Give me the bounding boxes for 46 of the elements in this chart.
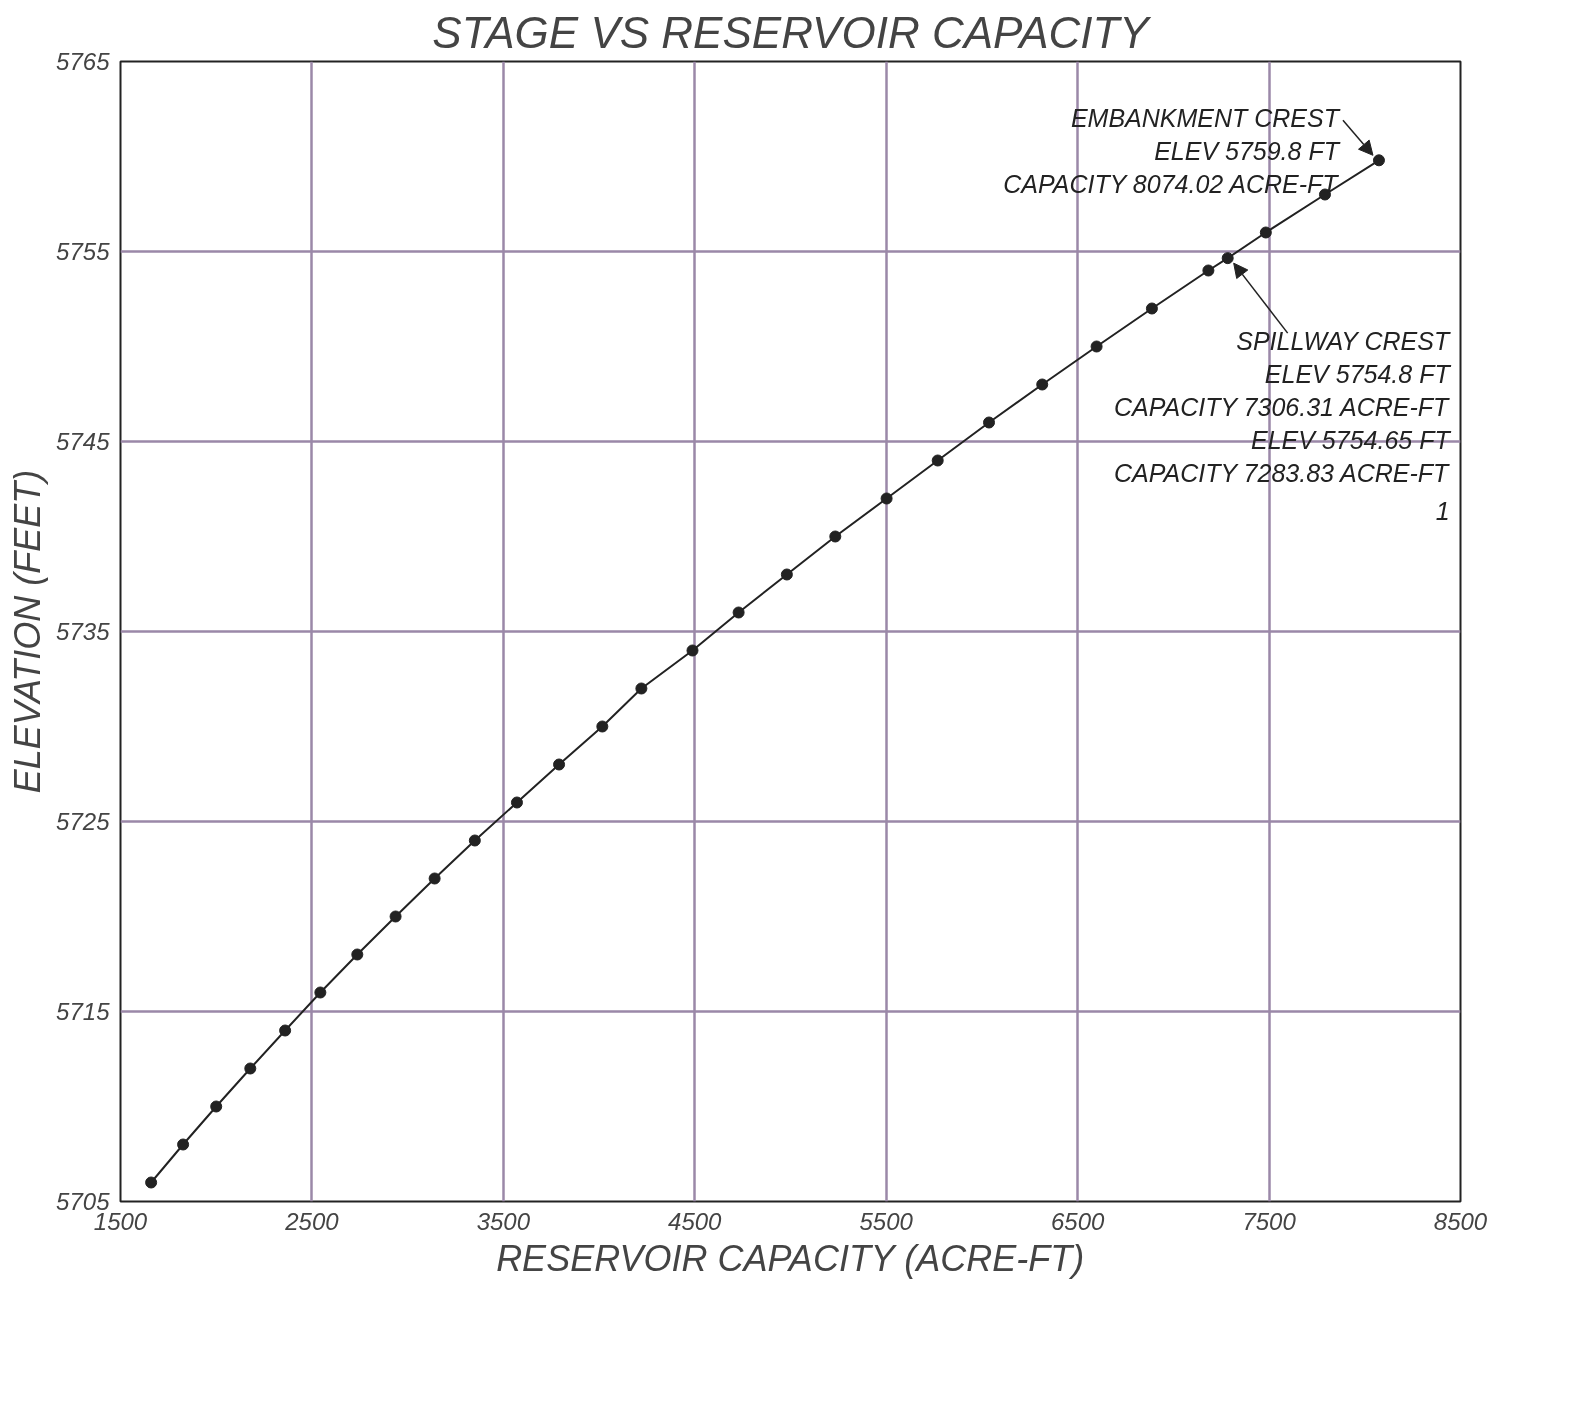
point: [1090, 340, 1103, 353]
point: [1221, 252, 1234, 265]
y-tick-label: 5725: [56, 808, 111, 835]
point: [1259, 226, 1272, 239]
x-tick-label: 8500: [1433, 1207, 1488, 1235]
x-tick-label: 5500: [859, 1207, 914, 1235]
point: [553, 758, 566, 771]
y-tick-label: 5715: [56, 998, 111, 1025]
x-tick-label: 7500: [1242, 1207, 1297, 1235]
point: [389, 910, 402, 923]
point: [1036, 378, 1049, 391]
x-axis-title: RESERVOIR CAPACITY (ACRE-FT): [496, 1237, 1085, 1279]
point: [1372, 154, 1385, 167]
point: [210, 1100, 223, 1113]
point: [983, 416, 996, 429]
point: [686, 644, 699, 657]
point: [880, 492, 893, 505]
point: [145, 1176, 158, 1189]
annotation: EMBANKMENT CREST ELEV 5759.8 FT CAPACITY 8074.02 ACRE-FT: [1003, 104, 1341, 199]
point: [468, 834, 481, 847]
y-tick-label: 5735: [56, 618, 111, 645]
point: [829, 530, 842, 543]
x-tick-label: 6500: [1050, 1207, 1105, 1235]
point: [244, 1062, 257, 1075]
point: [314, 986, 327, 999]
chart-title: STAGE VS RESERVOIR CAPACITY: [432, 7, 1152, 57]
point: [635, 682, 648, 695]
point: [780, 568, 793, 581]
point: [931, 454, 944, 467]
point: [510, 796, 523, 809]
point: [351, 948, 364, 961]
point: [732, 606, 745, 619]
y-tick-label: 5745: [56, 428, 111, 455]
point: [596, 720, 609, 733]
point: [177, 1138, 190, 1151]
y-tick-label: 5755: [56, 238, 111, 265]
y-axis-title: ELEVATION (FEET): [7, 469, 49, 794]
annotation: SPILLWAY CREST ELEV 5754.8 FT CAPACITY 7306.31 ACRE-FT ELEV 5754.65 FT CAPACITY 7283.83 ACRE-FT 1: [1113, 327, 1452, 526]
x-tick-label: 2500: [284, 1207, 340, 1235]
x-tick-label: 3500: [476, 1207, 531, 1235]
x-tick-label: 4500: [668, 1207, 723, 1235]
point: [279, 1024, 292, 1037]
y-tick-label: 5765: [56, 48, 111, 75]
point: [428, 872, 441, 885]
point: [1145, 302, 1158, 315]
point: [1202, 264, 1215, 277]
